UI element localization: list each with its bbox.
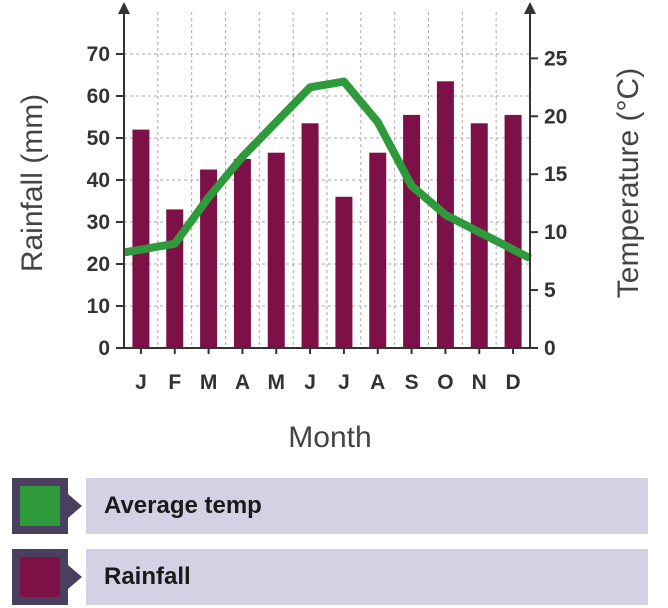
y-right-tick-label: 10 bbox=[544, 221, 567, 244]
rainfall-bars bbox=[132, 81, 522, 349]
x-tick-label: O bbox=[437, 371, 453, 394]
x-tick-label: D bbox=[505, 371, 520, 394]
rainfall-bar bbox=[132, 129, 150, 348]
x-tick-label: S bbox=[405, 371, 419, 394]
legend-item-rainfall: Rainfall bbox=[12, 549, 648, 605]
rainfall-bar bbox=[200, 169, 218, 348]
temperature-line-layer bbox=[123, 77, 532, 262]
rainfall-bar bbox=[369, 152, 387, 348]
temperature-line bbox=[123, 77, 532, 262]
grid bbox=[124, 12, 531, 348]
x-tick-label: M bbox=[268, 371, 286, 394]
y-left-tick-label: 20 bbox=[87, 253, 110, 276]
rainfall-bar bbox=[233, 159, 251, 348]
y-axis-right-title: Temperature (°C) bbox=[612, 68, 645, 298]
rainfall-bar bbox=[403, 114, 421, 349]
y-left-tick-label: 70 bbox=[87, 43, 110, 66]
y-right-tick-label: 20 bbox=[544, 105, 567, 128]
x-tick-label: J bbox=[338, 371, 350, 394]
rainfall-bar bbox=[504, 114, 522, 349]
y-right-tick-label: 15 bbox=[544, 163, 568, 186]
x-tick-label: J bbox=[304, 371, 316, 394]
legend-item-average-temp: Average temp bbox=[12, 478, 648, 534]
x-tick-label: A bbox=[235, 371, 250, 394]
rainfall-bar bbox=[267, 152, 285, 348]
arrow-right-icon bbox=[68, 494, 82, 518]
rainfall-bar bbox=[335, 196, 353, 348]
legend-label-bar: Average temp bbox=[86, 478, 648, 534]
legend-swatch-frame bbox=[12, 478, 68, 534]
x-tick-label: F bbox=[168, 371, 181, 394]
arrow-right-icon bbox=[68, 565, 82, 589]
x-tick-label: N bbox=[472, 371, 487, 394]
legend-label-rainfall: Rainfall bbox=[104, 563, 191, 590]
y-right-tick-label: 5 bbox=[544, 279, 556, 302]
legend-swatch-frame bbox=[12, 549, 68, 605]
x-axis-title: Month bbox=[288, 421, 371, 454]
legend-swatch-average-temp bbox=[20, 486, 60, 526]
y-left-tick-label: 50 bbox=[87, 127, 110, 150]
y-left-tick-label: 10 bbox=[87, 295, 110, 318]
y-right-tick-label: 25 bbox=[544, 47, 568, 70]
legend-label-bar: Rainfall bbox=[86, 549, 648, 605]
arrow-up-icon bbox=[524, 2, 536, 14]
axes bbox=[116, 2, 538, 354]
y-left-tick-label: 60 bbox=[87, 85, 110, 108]
y-right-tick-label: 0 bbox=[544, 337, 556, 360]
y-axis-left-title: Rainfall (mm) bbox=[16, 94, 49, 272]
x-tick-label: A bbox=[370, 371, 385, 394]
x-tick-label: J bbox=[135, 371, 147, 394]
legend-label-average-temp: Average temp bbox=[104, 492, 262, 519]
rainfall-bar bbox=[301, 123, 319, 348]
x-tick-label: M bbox=[200, 371, 218, 394]
y-left-tick-label: 40 bbox=[87, 169, 110, 192]
arrow-up-icon bbox=[118, 2, 130, 14]
y-left-tick-label: 30 bbox=[87, 211, 110, 234]
y-left-tick-label: 0 bbox=[98, 337, 110, 360]
legend-swatch-rainfall bbox=[20, 557, 60, 597]
